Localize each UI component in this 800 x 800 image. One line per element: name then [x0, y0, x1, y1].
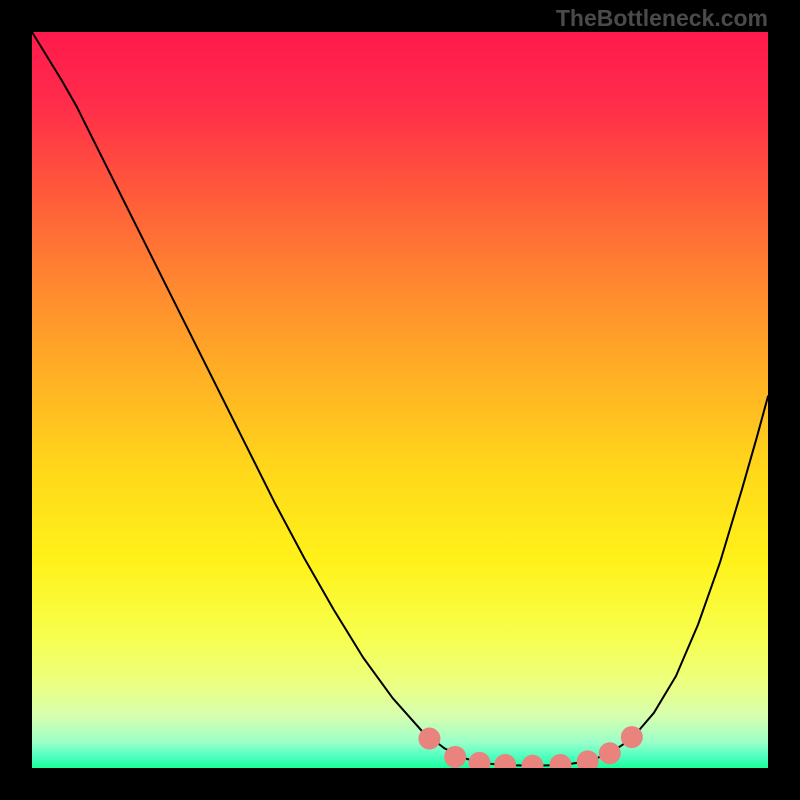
- chart-frame: TheBottleneck.com: [0, 0, 800, 800]
- marker-dot: [468, 752, 490, 774]
- watermark-text: TheBottleneck.com: [556, 5, 768, 32]
- marker-dot: [418, 728, 440, 750]
- gradient-background: [32, 32, 768, 768]
- marker-dot: [549, 754, 571, 776]
- marker-dot: [521, 755, 543, 777]
- marker-dot: [444, 746, 466, 768]
- marker-dot: [599, 742, 621, 764]
- chart-svg: [0, 0, 800, 800]
- marker-dot: [494, 754, 516, 776]
- marker-dot: [621, 726, 643, 748]
- marker-dot: [577, 750, 599, 772]
